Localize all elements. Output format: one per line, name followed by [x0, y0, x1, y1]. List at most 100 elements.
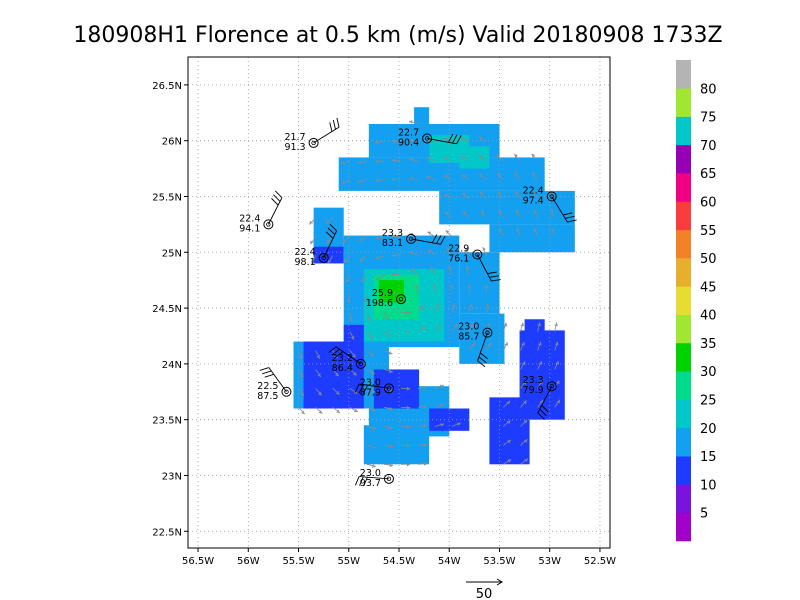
wind-vector: [374, 160, 384, 163]
wind-vector: [375, 236, 385, 240]
dropsonde-station: 23.093.7: [354, 468, 394, 489]
wind-vector-head: [427, 231, 432, 235]
wind-vector-head: [389, 407, 393, 411]
wind-vector: [375, 255, 385, 260]
wind-vector-head: [533, 228, 538, 232]
station-pressure: 87.9: [360, 387, 381, 398]
station-marker-dot: [485, 330, 490, 335]
wind-vector-head: [380, 298, 384, 303]
station-pressure: 85.7: [458, 332, 479, 343]
wind-vector-head: [538, 341, 542, 346]
wind-vector-head: [554, 322, 558, 327]
wind-barb-staff: [477, 332, 488, 362]
wind-vector-head: [443, 137, 448, 142]
wind-vector: [366, 444, 376, 448]
wind-barb-staff: [476, 254, 492, 282]
wind-barb-feather: [259, 367, 269, 371]
wind-vector: [520, 400, 527, 408]
wind-barb-feather: [273, 194, 281, 202]
wind-vector-head: [524, 458, 528, 463]
wind-vector-head: [414, 284, 419, 289]
wind-vector: [435, 423, 444, 427]
wind-vector-head: [388, 351, 393, 355]
wind-vector-head: [406, 424, 411, 429]
dropsonde-station: 22.976.1: [448, 244, 501, 282]
wind-vector-head: [357, 160, 362, 164]
station-marker-ring: [396, 294, 407, 305]
wind-vector: [462, 211, 470, 218]
wind-vector-head: [389, 425, 393, 430]
wind-barb-feather: [329, 223, 337, 232]
color-bar-segment: [676, 371, 691, 400]
wind-vector-head: [375, 236, 379, 241]
wind-vector: [381, 293, 385, 303]
wind-vector: [332, 407, 341, 413]
wind-vector: [448, 266, 453, 275]
wind-vector-head: [341, 161, 345, 165]
wind-vector: [298, 369, 304, 378]
wind-vector-head: [556, 380, 560, 385]
wind-vector-head: [350, 335, 355, 340]
station-marker-dot: [549, 383, 554, 389]
wind-vector: [480, 210, 487, 218]
wind-vector: [554, 380, 560, 389]
wind-vector-head: [531, 172, 536, 176]
wind-vector: [533, 209, 539, 218]
color-bar-segment: [676, 116, 691, 146]
color-bar-label: 80: [700, 82, 717, 97]
wind-vector-head: [503, 322, 508, 327]
wind-vector-head: [423, 404, 428, 409]
wind-speed-cell: [489, 224, 575, 253]
wind-vector: [366, 425, 376, 430]
station-pressure: 76.1: [448, 254, 469, 265]
color-bar-label: 45: [700, 280, 717, 295]
wind-vector-head: [406, 311, 411, 315]
wind-vector: [374, 141, 384, 144]
wind-vector-head: [444, 193, 449, 198]
color-bar-segment: [676, 88, 691, 117]
color-bar-label: 30: [700, 365, 717, 380]
wind-barb-feather: [456, 135, 462, 145]
wind-barb-staff: [267, 197, 283, 225]
wind-barb-staff: [313, 126, 340, 144]
wind-barb-feather: [274, 190, 283, 198]
color-bar: 5 10 15 20 25 30 35 40 45 50 55 60 65 70 75 80: [676, 60, 717, 542]
wind-vector-head: [371, 371, 375, 375]
wind-speed-cell: [378, 280, 405, 303]
station-marker-ring: [308, 137, 319, 148]
wind-vector: [461, 137, 470, 143]
wind-vector: [366, 407, 376, 411]
wind-vector: [429, 266, 436, 275]
wind-barb-feather: [477, 360, 486, 368]
y-tick-label: 26N: [162, 137, 182, 148]
wind-vector: [426, 158, 436, 162]
wind-speed-cell: [373, 369, 420, 409]
wind-vector: [332, 388, 340, 395]
wind-vector: [550, 209, 556, 218]
wind-vector: [349, 388, 358, 394]
chart-title: 180908H1 Florence at 0.5 km (m/s) Valid …: [73, 23, 722, 48]
color-bar-label: 60: [700, 195, 717, 210]
wind-barb-feather: [325, 231, 334, 239]
wind-vector-head: [461, 137, 465, 141]
wind-vector-head: [374, 159, 379, 164]
wind-vector-head: [464, 247, 469, 252]
wind-vector: [554, 341, 558, 351]
wind-vector-head: [467, 284, 472, 288]
station-marker-dot: [549, 194, 554, 199]
color-bar-label: 50: [700, 252, 717, 267]
wind-vector: [478, 136, 487, 143]
wind-vector-head: [507, 459, 512, 463]
wind-barb-feather: [491, 279, 501, 282]
color-bar-segment: [676, 173, 691, 202]
wind-vector-head: [537, 322, 541, 327]
wind-speed-cell: [459, 146, 490, 169]
wind-barb-staff: [410, 238, 441, 245]
wind-barb-staff: [323, 230, 338, 259]
color-bar-label: 5: [700, 507, 708, 522]
wind-vector-head: [496, 154, 501, 159]
wind-vector: [428, 249, 436, 256]
color-bar-segment: [676, 399, 691, 429]
wind-vector-head: [366, 317, 371, 322]
